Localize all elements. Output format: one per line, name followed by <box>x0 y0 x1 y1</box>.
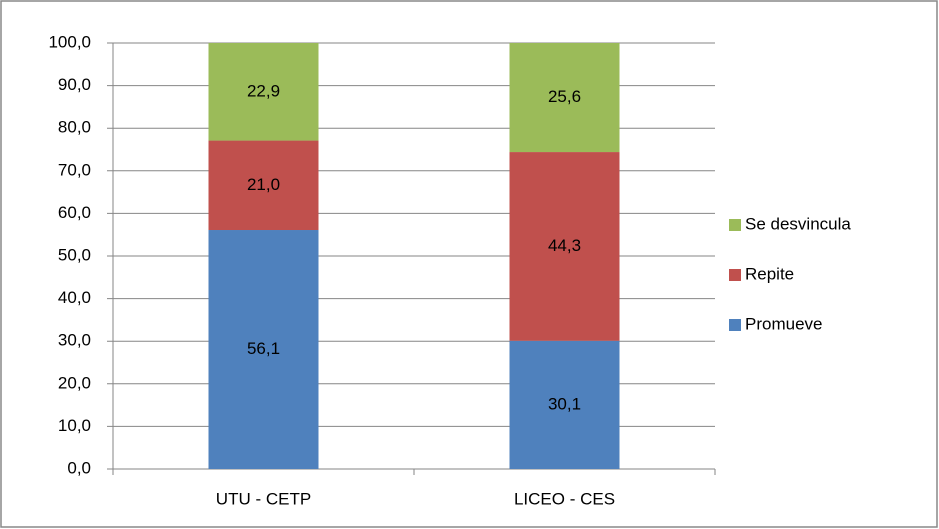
legend-label: Promueve <box>745 314 822 333</box>
bar-segment <box>509 43 620 153</box>
x-tick-label: LICEO - CES <box>514 489 615 508</box>
legend-swatch <box>729 319 741 331</box>
x-tick-label: UTU - CETP <box>216 489 311 508</box>
y-tick-label: 0,0 <box>67 458 91 477</box>
bar-segment <box>509 152 620 341</box>
y-tick-label: 60,0 <box>58 203 91 222</box>
bar-segment <box>509 340 620 469</box>
y-tick-label: 70,0 <box>58 160 91 179</box>
data-label: 22,9 <box>247 81 280 100</box>
data-label: 30,1 <box>548 394 581 413</box>
y-tick-label: 50,0 <box>58 245 91 264</box>
bar-segment <box>208 230 319 469</box>
data-label: 44,3 <box>548 236 581 255</box>
y-tick-label: 90,0 <box>58 75 91 94</box>
y-tick-label: 30,0 <box>58 331 91 350</box>
data-label: 21,0 <box>247 175 280 194</box>
legend-label: Se desvincula <box>745 214 851 233</box>
legend-swatch <box>729 269 741 281</box>
y-tick-label: 20,0 <box>58 373 91 392</box>
data-label: 56,1 <box>247 339 280 358</box>
y-tick-label: 10,0 <box>58 416 91 435</box>
legend-label: Repite <box>745 264 794 283</box>
y-tick-label: 40,0 <box>58 288 91 307</box>
y-tick-label: 80,0 <box>58 118 91 137</box>
data-label: 25,6 <box>548 87 581 106</box>
y-tick-label: 100,0 <box>48 32 91 51</box>
bar-segment <box>208 43 319 141</box>
bar-segment <box>208 140 319 231</box>
legend-swatch <box>729 219 741 231</box>
